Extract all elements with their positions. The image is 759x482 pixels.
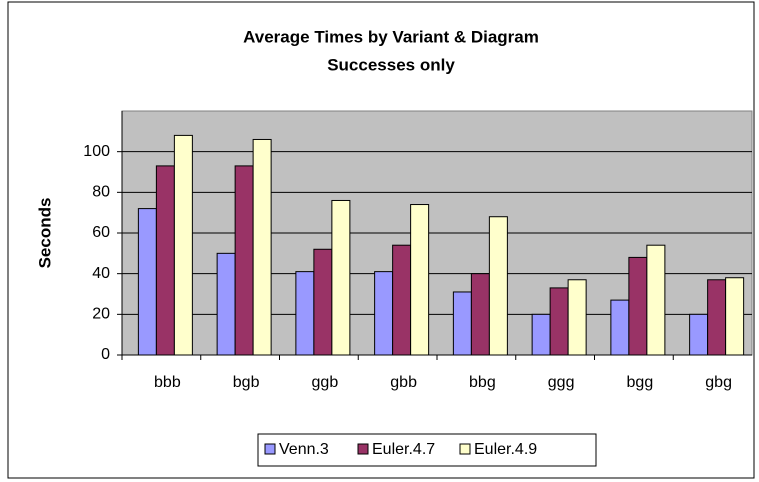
- y-tick-label: 0: [101, 346, 110, 363]
- legend-label: Venn.3: [279, 441, 329, 458]
- bar: [646, 244, 666, 356]
- bar: [725, 277, 745, 356]
- bar: [374, 271, 394, 356]
- bar: [155, 165, 175, 356]
- bar: [137, 208, 157, 356]
- bar: [689, 313, 709, 356]
- legend-box: [257, 433, 597, 467]
- chart-subtitle: Successes only: [327, 55, 455, 74]
- x-tick-label: bbg: [469, 374, 496, 391]
- legend-swatch: [357, 443, 369, 455]
- y-tick-label: 100: [83, 143, 110, 160]
- legend-swatch: [264, 443, 276, 455]
- bar: [452, 291, 472, 356]
- bar: [549, 287, 569, 356]
- bar: [331, 199, 351, 356]
- bar: [216, 252, 236, 356]
- y-tick-label: 40: [92, 265, 110, 282]
- bar: [313, 248, 333, 356]
- x-tick-label: bbb: [154, 374, 181, 391]
- bar: [628, 256, 648, 356]
- x-tick-label: ggg: [548, 374, 575, 391]
- y-tick-label: 60: [92, 224, 110, 241]
- legend-swatch: [459, 443, 471, 455]
- bar: [173, 134, 193, 356]
- bar: [707, 279, 727, 356]
- bar: [295, 271, 315, 356]
- bar: [488, 216, 508, 356]
- chart-title: Average Times by Variant & Diagram: [243, 27, 539, 46]
- bar: [252, 138, 272, 356]
- legend-label: Euler.4.9: [474, 441, 537, 458]
- legend-label: Euler.4.7: [372, 441, 435, 458]
- bar: [610, 299, 630, 356]
- bar: [410, 204, 430, 356]
- x-tick-label: gbb: [390, 374, 417, 391]
- bar: [567, 279, 587, 356]
- y-tick-label: 80: [92, 184, 110, 201]
- bar: [234, 165, 254, 356]
- y-tick-label: 20: [92, 306, 110, 323]
- x-tick-label: bgg: [627, 374, 654, 391]
- x-tick-label: gbg: [705, 374, 732, 391]
- bar: [392, 244, 412, 356]
- bar: [470, 273, 490, 356]
- y-axis-label: Seconds: [35, 198, 54, 269]
- x-tick-label: bgb: [233, 374, 260, 391]
- x-tick-label: ggb: [312, 374, 339, 391]
- bar: [531, 313, 551, 356]
